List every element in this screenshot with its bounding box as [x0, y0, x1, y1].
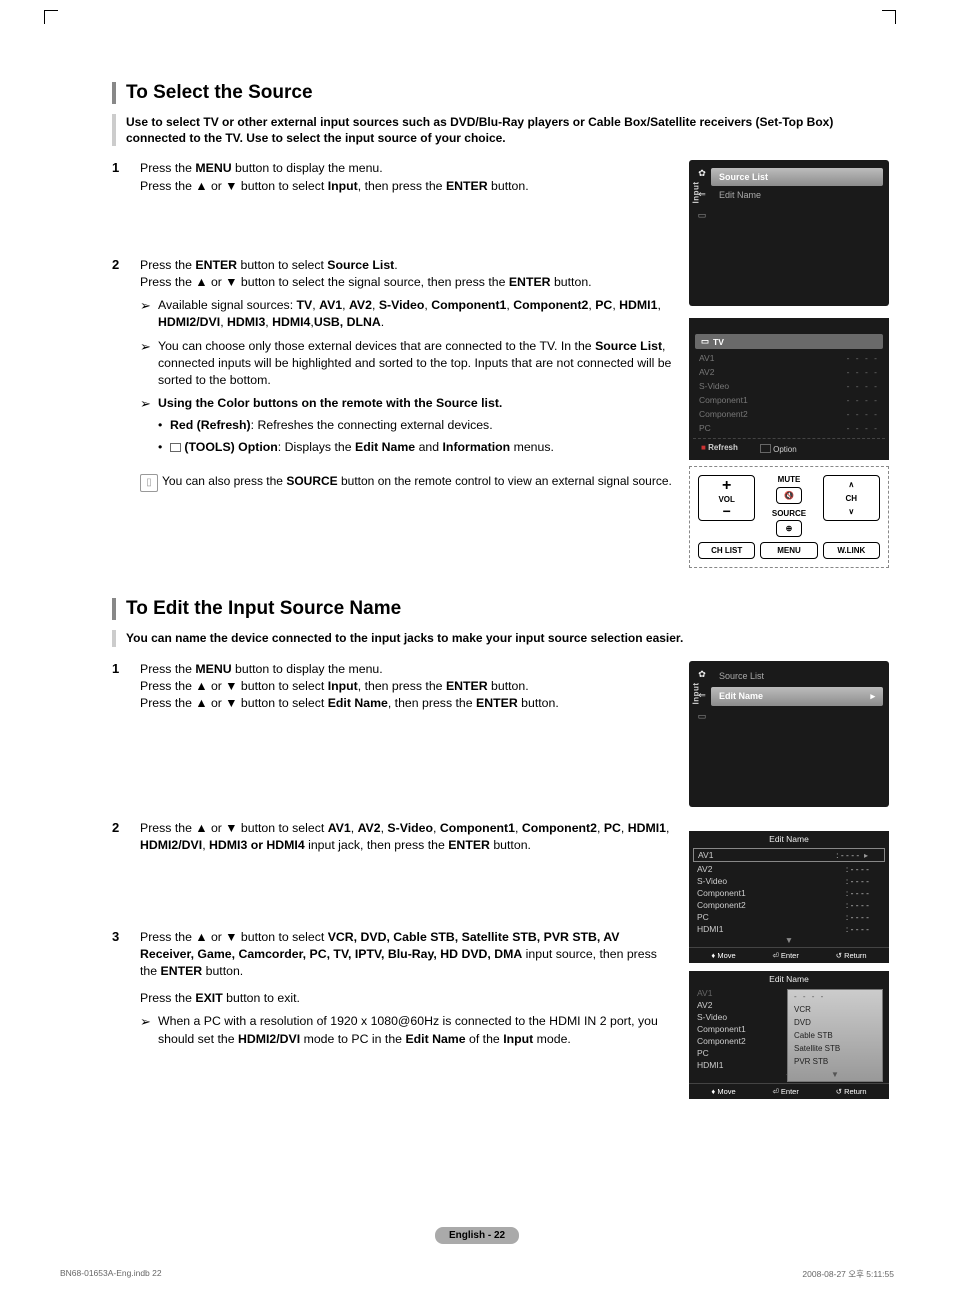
down-arrow-icon: ▼: [788, 1068, 882, 1081]
source-svideo[interactable]: S-Video: [699, 381, 729, 391]
input-side-label: Input: [692, 182, 701, 204]
page-number: English - 22: [0, 1227, 954, 1244]
tools-icon: [170, 443, 181, 452]
device-type-popup: - - - - VCR DVD Cable STB Satellite STB …: [787, 989, 883, 1082]
footer: BN68-01653A-Eng.indb 22 2008-08-27 오후 5:…: [60, 1268, 894, 1280]
step-3b: 3 Press the ▲ or ▼ button to select VCR,…: [112, 929, 675, 1048]
arrow-icon: ➢: [140, 338, 158, 390]
source-list-box: ▭TV AV1- - - - AV2- - - - S-Video- - - -…: [689, 318, 889, 460]
mute-button[interactable]: 🔇: [776, 487, 802, 504]
arrow-icon: ➢: [140, 297, 158, 331]
card-icon: ▭: [698, 210, 707, 221]
popup-dvd[interactable]: DVD: [788, 1016, 882, 1029]
section-1: To Select the Source Use to select TV or…: [112, 82, 889, 584]
remote-diagram: + VOL − MUTE 🔇 ∧ CH ∨ SOURCE ⊕ CH LIST: [689, 466, 889, 568]
popup-pvr[interactable]: PVR STB: [788, 1055, 882, 1068]
arrow-icon: ➢: [140, 1013, 158, 1047]
edit-pc[interactable]: PC: [697, 912, 709, 922]
edit-hdmi1[interactable]: HDMI1: [697, 924, 723, 934]
step-2b: 2 Press the ▲ or ▼ button to select AV1,…: [112, 820, 675, 854]
remote-note-icon: ▯: [140, 474, 158, 492]
bullet-icon: •: [158, 439, 170, 456]
gear-icon: ✿: [698, 168, 706, 179]
menu-source-list-2[interactable]: Source List: [711, 667, 889, 685]
arrow-icon: ➢: [140, 395, 158, 413]
section-intro-2: You can name the device connected to the…: [112, 630, 889, 646]
down-arrow-icon: ▼: [689, 935, 889, 945]
tv-icon: ▭: [701, 336, 709, 347]
popup-cable[interactable]: Cable STB: [788, 1029, 882, 1042]
mute-label: MUTE: [778, 475, 801, 484]
bullet-icon: •: [158, 417, 170, 434]
footer-date: 2008-08-27 오후 5:11:55: [802, 1268, 894, 1280]
chevron-right-icon: ▸: [870, 691, 875, 702]
popup-vcr[interactable]: VCR: [788, 1003, 882, 1016]
edit-svideo[interactable]: S-Video: [697, 876, 727, 886]
gear-icon: ✿: [698, 669, 706, 680]
edit-comp2[interactable]: Component2: [697, 900, 746, 910]
source-comp1[interactable]: Component1: [699, 395, 748, 405]
step-1: 1 Press the MENU button to display the m…: [112, 160, 675, 194]
tools-icon: [760, 444, 771, 453]
input-side-label: Input: [692, 682, 701, 704]
wlink-button[interactable]: W.LINK: [823, 542, 880, 559]
step-2: 2 Press the ENTER button to select Sourc…: [112, 257, 675, 456]
section-2: To Edit the Input Source Name You can na…: [112, 598, 889, 1106]
menu-edit-name-sel[interactable]: Edit Name▸: [711, 687, 883, 706]
menu-input-box: Input ✿ ⇐ ▭ Source List Edit Name: [689, 160, 889, 306]
source-pc[interactable]: PC: [699, 423, 711, 433]
menu-button[interactable]: MENU: [760, 542, 817, 559]
source-button[interactable]: ⊕: [776, 520, 802, 537]
note: ▯ You can also press the SOURCE button o…: [140, 474, 675, 492]
section-title-1: To Select the Source: [112, 82, 889, 104]
menu-edit-name[interactable]: Edit Name: [711, 186, 889, 204]
step-1b: 1 Press the MENU button to display the m…: [112, 661, 675, 713]
menu-source-list[interactable]: Source List: [711, 168, 883, 186]
edit-comp1[interactable]: Component1: [697, 888, 746, 898]
card-icon: ▭: [698, 711, 707, 722]
chevron-right-icon: ▸: [864, 851, 868, 860]
source-comp2[interactable]: Component2: [699, 409, 748, 419]
source-label: SOURCE: [772, 509, 806, 518]
edit-name-box-1: Edit Name AV1: - - - - ▸ AV2: - - - - S-…: [689, 831, 889, 963]
edit-name-box-2: Edit Name AV1 AV2: S-Video: Component1: …: [689, 971, 889, 1099]
menu-input-box-2: Input ✿ ⇐ ▭ Source List Edit Name▸: [689, 661, 889, 807]
source-av1[interactable]: AV1: [699, 353, 714, 363]
source-tv[interactable]: TV: [713, 337, 724, 347]
edit-av2[interactable]: AV2: [697, 864, 712, 874]
edit-av1[interactable]: AV1: [698, 850, 713, 860]
chlist-button[interactable]: CH LIST: [698, 542, 755, 559]
footer-file: BN68-01653A-Eng.indb 22: [60, 1268, 162, 1280]
section-intro-1: Use to select TV or other external input…: [112, 114, 889, 146]
source-av2[interactable]: AV2: [699, 367, 714, 377]
section-title-2: To Edit the Input Source Name: [112, 598, 889, 620]
popup-sat[interactable]: Satellite STB: [788, 1042, 882, 1055]
